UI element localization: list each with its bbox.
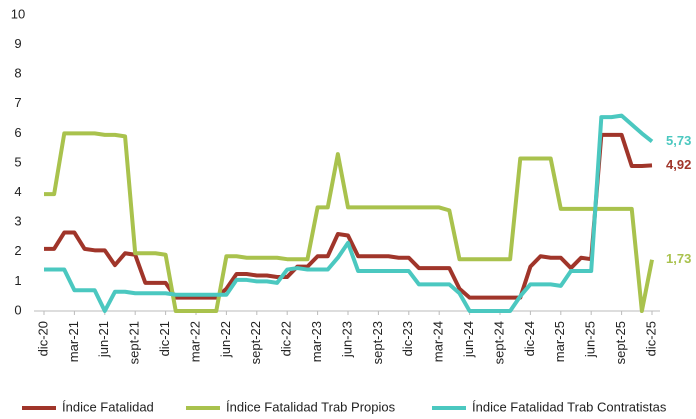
series-line xyxy=(44,113,654,313)
legend-label: Índice Fatalidad xyxy=(62,399,154,414)
x-tick-label: jun-21 xyxy=(96,321,111,358)
x-tick-label: mar-23 xyxy=(309,321,324,362)
x-tick-label: sept-23 xyxy=(370,321,385,364)
legend-label: Índice Fatalidad Trab Propios xyxy=(226,399,396,414)
x-tick-label: jun-24 xyxy=(461,321,476,358)
y-tick-label: 8 xyxy=(14,66,21,81)
y-tick-label: 0 xyxy=(14,302,21,317)
x-tick-label: mar-25 xyxy=(552,321,567,362)
x-tick-label: sept-22 xyxy=(248,321,263,364)
x-tick-label: mar-21 xyxy=(66,321,81,362)
y-tick-label: 2 xyxy=(14,243,21,258)
series-line xyxy=(44,131,654,313)
x-tick-label: dic-20 xyxy=(35,321,50,356)
x-tick-label: sept-21 xyxy=(127,321,142,364)
y-tick-label: 10 xyxy=(11,6,25,21)
x-tick-label: sept-25 xyxy=(613,321,628,364)
y-tick-label: 9 xyxy=(14,36,21,51)
x-tick-label: jun-23 xyxy=(339,321,354,358)
x-tick-label: jun-22 xyxy=(218,321,233,358)
x-tick-label: dic-25 xyxy=(643,321,658,356)
y-tick-label: 4 xyxy=(14,184,21,199)
legend-label: Índice Fatalidad Trab Contratistas xyxy=(472,399,667,414)
x-tick-label: dic-23 xyxy=(400,321,415,356)
y-tick-label: 1 xyxy=(14,273,21,288)
x-tick-label: mar-22 xyxy=(187,321,202,362)
x-tick-label: dic-24 xyxy=(522,321,537,356)
end-label: 4,92 xyxy=(666,157,691,172)
end-label: 5,73 xyxy=(666,133,691,148)
x-tick-label: sept-24 xyxy=(491,321,506,364)
y-tick-label: 5 xyxy=(14,154,21,169)
x-tick-label: mar-24 xyxy=(431,321,446,362)
x-tick-label: dic-22 xyxy=(279,321,294,356)
y-tick-label: 6 xyxy=(14,125,21,140)
x-tick-label: dic-21 xyxy=(157,321,172,356)
y-tick-label: 3 xyxy=(14,214,21,229)
end-label: 1,73 xyxy=(666,251,691,266)
series-line xyxy=(44,132,653,300)
x-tick-label: jun-25 xyxy=(583,321,598,358)
y-tick-label: 7 xyxy=(14,95,21,110)
